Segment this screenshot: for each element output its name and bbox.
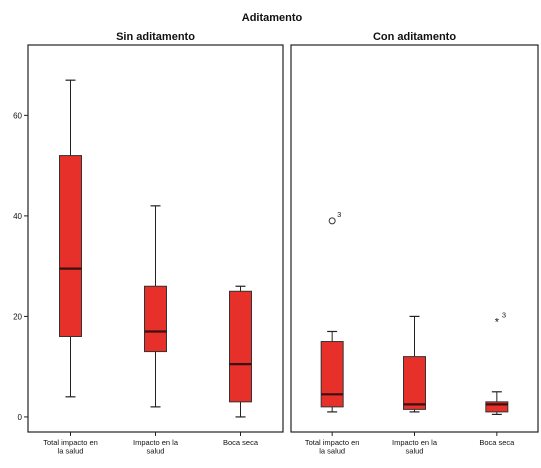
outlier-label: 3: [502, 310, 506, 319]
x-tick-label: la salud: [319, 447, 345, 456]
panel-title: Sin aditamento: [116, 31, 195, 43]
x-tick-label: Boca seca: [479, 438, 515, 447]
box-iqr: [320, 341, 344, 408]
box-iqr: [144, 285, 167, 353]
box-3: [229, 285, 252, 418]
y-tick-label: 20: [13, 312, 22, 321]
x-tick-label: Impacto en la: [133, 438, 179, 447]
outlier-circle: [328, 217, 336, 225]
y-tick-label: 40: [13, 212, 22, 221]
box-iqr: [485, 401, 509, 413]
x-tick-label: Total impacto en: [305, 438, 360, 447]
outlier: *3: [495, 310, 506, 328]
y-tick-label: 60: [13, 111, 22, 120]
panel-title: Con aditamento: [373, 31, 456, 43]
outlier-star: *: [495, 316, 500, 328]
box-2: [144, 205, 167, 408]
outlier: 3: [328, 210, 341, 225]
y-tick-label: 0: [18, 413, 23, 422]
chart-title: Aditamento: [242, 12, 303, 24]
panel-1: Sin aditamento 0 20 40 60 Total impacto enla …: [13, 31, 284, 456]
box-1: [320, 330, 344, 413]
x-tick-label: Total impacto en: [43, 438, 98, 447]
x-tick-label: la salud: [58, 447, 84, 456]
x-tick-label: Impacto en la: [392, 438, 438, 447]
x-tick-label: salud: [406, 447, 424, 456]
box-iqr: [229, 290, 252, 403]
box-iqr: [403, 356, 426, 410]
box-1: [59, 79, 82, 398]
box-2: [403, 315, 426, 413]
x-tick-label: Boca seca: [223, 438, 259, 447]
outlier-label: 3: [337, 210, 341, 219]
x-tick-label: salud: [147, 447, 165, 456]
box-3: [485, 391, 509, 416]
box-iqr: [59, 155, 82, 338]
